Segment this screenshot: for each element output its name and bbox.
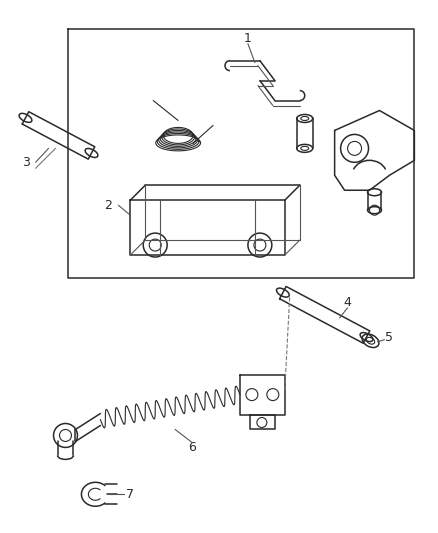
- Text: 3: 3: [21, 156, 29, 169]
- Text: 6: 6: [188, 441, 196, 454]
- Text: 5: 5: [385, 332, 392, 344]
- Text: 7: 7: [126, 488, 134, 501]
- Text: 1: 1: [244, 32, 251, 45]
- Text: 2: 2: [104, 199, 112, 212]
- Text: 4: 4: [343, 296, 351, 309]
